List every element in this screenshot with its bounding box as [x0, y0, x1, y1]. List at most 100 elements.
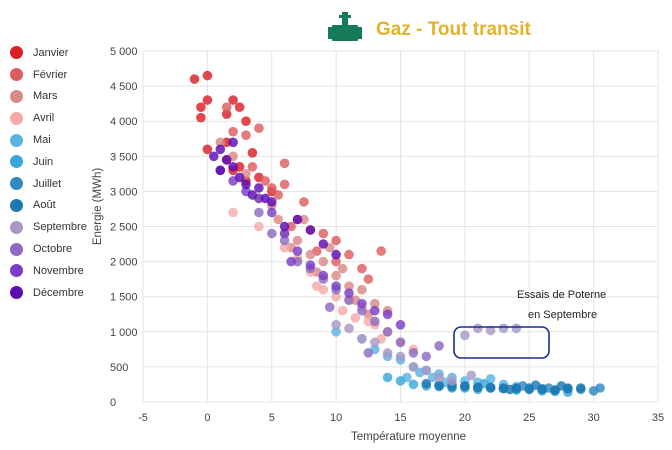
data-point-juin	[382, 372, 393, 383]
data-point-octobre	[382, 327, 393, 337]
data-point-septembre	[395, 351, 406, 362]
legend-label: Octobre	[33, 243, 73, 256]
data-point-février	[273, 190, 284, 200]
legend-dot	[10, 89, 23, 103]
legend-item[interactable]: Août	[10, 195, 87, 217]
y-axis-label: Energie (MWh)	[92, 168, 104, 245]
data-point-mai	[331, 327, 341, 337]
data-point-décembre	[292, 214, 303, 225]
data-point-novembre	[292, 246, 303, 256]
legend-item[interactable]: Octobre	[10, 238, 87, 260]
data-point-septembre	[434, 372, 444, 383]
data-point-octobre	[370, 316, 380, 327]
data-point-février	[241, 130, 251, 140]
data-point-octobre	[279, 235, 290, 246]
data-point-octobre	[434, 341, 444, 351]
data-point-décembre	[228, 137, 238, 148]
y-tick-label: 2 500	[110, 222, 138, 234]
legend-item[interactable]: Novembre	[10, 260, 87, 282]
data-point-décembre	[241, 179, 251, 190]
data-point-novembre	[305, 260, 316, 270]
legend-item[interactable]: Mars	[10, 86, 87, 108]
data-point-septembre	[485, 325, 496, 336]
data-point-août	[530, 380, 541, 391]
y-tick-label: 0	[110, 397, 116, 409]
data-point-janvier	[196, 112, 206, 123]
x-tick-label: 10	[330, 412, 342, 424]
legend-label: Novembre	[33, 264, 84, 277]
data-point-octobre	[324, 302, 335, 313]
data-point-février	[376, 246, 387, 256]
data-point-août	[473, 382, 483, 393]
data-point-septembre	[370, 337, 380, 348]
y-tick-label: 4 000	[110, 116, 138, 128]
data-point-novembre	[331, 281, 341, 292]
data-point-avril	[318, 284, 329, 295]
legend-item[interactable]: Juillet	[10, 173, 87, 195]
legend-item[interactable]: Janvier	[10, 42, 87, 64]
data-point-septembre	[447, 376, 457, 386]
legend-label: Juillet	[33, 177, 62, 190]
x-tick-label: 0	[204, 412, 210, 424]
data-point-septembre	[460, 330, 470, 341]
legend-item[interactable]: Décembre	[10, 282, 87, 304]
legend-label: Mars	[33, 90, 58, 103]
data-point-février	[279, 158, 290, 169]
data-point-novembre	[370, 305, 380, 316]
legend-item[interactable]: Avril	[10, 107, 87, 129]
legend-dot	[10, 111, 23, 125]
data-point-décembre	[331, 249, 341, 260]
gas-valve-icon	[328, 12, 362, 46]
annotation-line-2: en Septembre	[528, 309, 598, 321]
y-tick-label: 1 500	[110, 292, 138, 304]
data-point-janvier	[189, 74, 200, 84]
data-point-avril	[331, 291, 341, 302]
annotation-line-1: Essais de Poterne	[517, 289, 607, 301]
legend-label: Février	[33, 68, 68, 81]
data-point-septembre	[408, 362, 419, 372]
legend-dot	[10, 220, 23, 234]
data-point-mars	[273, 214, 284, 225]
data-point-octobre	[395, 337, 406, 348]
data-point-septembre	[466, 370, 477, 381]
data-point-décembre	[228, 162, 238, 172]
data-point-août	[460, 381, 470, 391]
legend-item[interactable]: Mai	[10, 129, 87, 151]
data-point-septembre	[344, 323, 354, 334]
data-point-juin	[408, 379, 419, 390]
data-point-octobre	[357, 305, 367, 316]
data-point-janvier	[202, 70, 213, 81]
data-point-octobre	[267, 228, 277, 239]
legend-item[interactable]: Septembre	[10, 216, 87, 238]
legend-label: Août	[33, 199, 56, 212]
data-point-mars	[292, 235, 303, 246]
data-point-mars	[370, 298, 380, 309]
data-point-octobre	[408, 348, 419, 358]
data-point-février	[228, 126, 238, 137]
legend-label: Avril	[33, 112, 55, 125]
data-point-février	[254, 123, 264, 133]
data-point-décembre	[318, 239, 329, 249]
data-point-mars	[215, 137, 226, 148]
chart-title: Gaz - Tout transit	[376, 19, 531, 40]
data-point-août	[485, 382, 496, 393]
data-point-mars	[357, 284, 367, 295]
data-point-février	[331, 256, 341, 267]
data-point-septembre	[421, 365, 432, 376]
data-point-janvier	[228, 95, 238, 105]
data-point-septembre	[511, 323, 522, 334]
legend-label: Mai	[33, 134, 51, 147]
legend-item[interactable]: Février	[10, 64, 87, 86]
data-point-novembre	[382, 309, 393, 320]
data-point-décembre	[215, 165, 226, 176]
legend-dot	[10, 264, 23, 278]
data-point-septembre	[382, 348, 393, 358]
legend-dot	[10, 242, 23, 256]
y-tick-label: 500	[110, 362, 128, 374]
data-point-juin	[395, 376, 406, 386]
x-tick-label: 30	[588, 412, 600, 424]
legend-item[interactable]: Juin	[10, 151, 87, 173]
data-point-janvier	[196, 102, 206, 112]
chart-title-block: Gaz - Tout transit	[328, 10, 531, 50]
legend-label: Juin	[33, 155, 54, 168]
